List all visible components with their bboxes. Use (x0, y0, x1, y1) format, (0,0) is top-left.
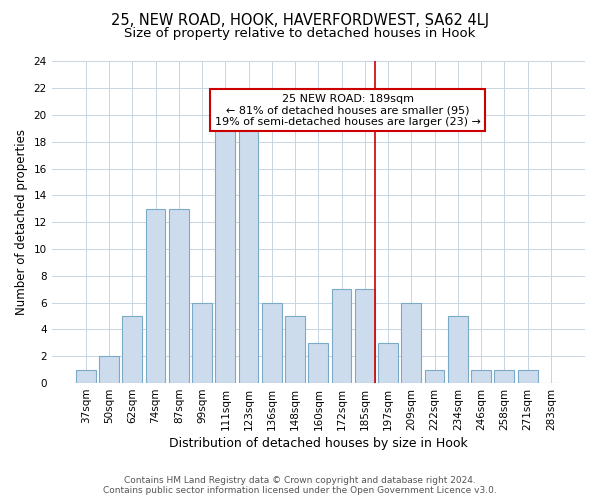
Text: Contains HM Land Registry data © Crown copyright and database right 2024.
Contai: Contains HM Land Registry data © Crown c… (103, 476, 497, 495)
Bar (99, 356, 119, 383)
Bar (355, 290, 375, 383)
Text: 25 NEW ROAD: 189sqm
← 81% of detached houses are smaller (95)
19% of semi-detach: 25 NEW ROAD: 189sqm ← 81% of detached ho… (215, 94, 481, 127)
Bar (448, 316, 468, 383)
Bar (471, 370, 491, 383)
Bar (262, 302, 282, 383)
Text: 25, NEW ROAD, HOOK, HAVERFORDWEST, SA62 4LJ: 25, NEW ROAD, HOOK, HAVERFORDWEST, SA62 … (111, 12, 489, 28)
Y-axis label: Number of detached properties: Number of detached properties (15, 130, 28, 316)
Bar (122, 316, 142, 383)
Bar (332, 290, 352, 383)
Bar (401, 302, 421, 383)
Bar (146, 209, 166, 383)
Text: Size of property relative to detached houses in Hook: Size of property relative to detached ho… (124, 28, 476, 40)
Bar (76, 370, 95, 383)
Bar (425, 370, 445, 383)
Bar (494, 370, 514, 383)
Bar (239, 128, 259, 383)
Bar (518, 370, 538, 383)
Bar (215, 115, 235, 383)
Bar (285, 316, 305, 383)
Bar (378, 343, 398, 383)
Bar (169, 209, 188, 383)
X-axis label: Distribution of detached houses by size in Hook: Distribution of detached houses by size … (169, 437, 468, 450)
Bar (308, 343, 328, 383)
Bar (192, 302, 212, 383)
